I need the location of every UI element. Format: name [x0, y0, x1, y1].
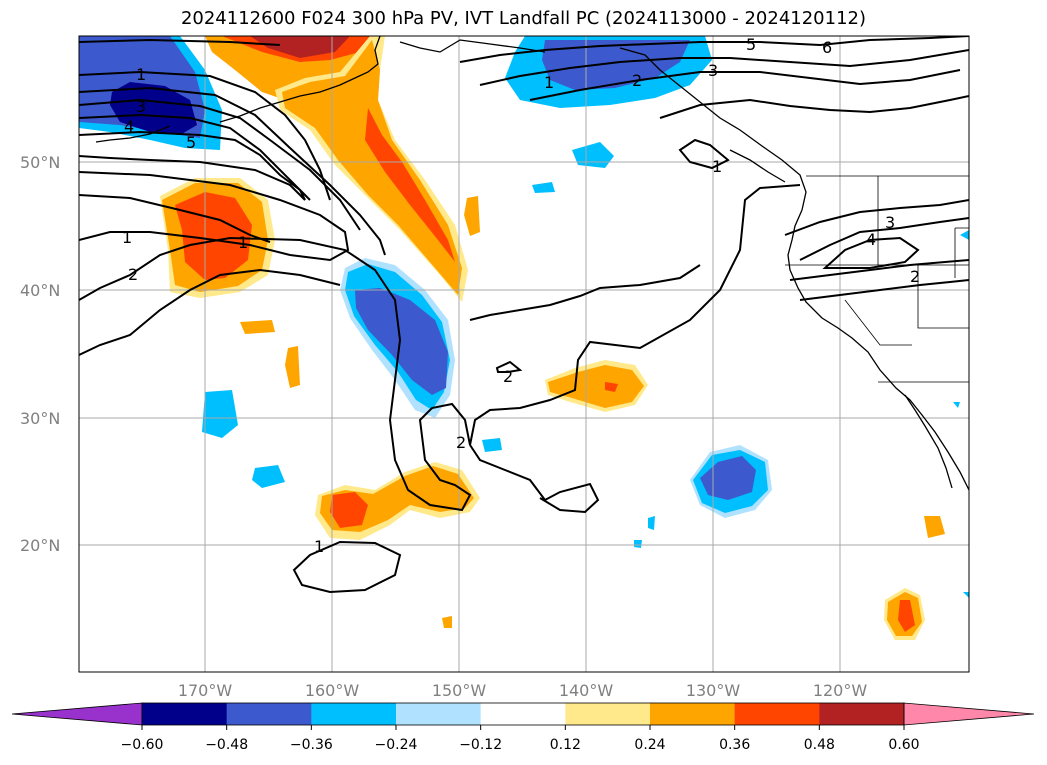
contour-label-4-northwest: 4 — [124, 117, 134, 136]
colorbar-tick-label: 0.12 — [550, 737, 581, 753]
colorbar-segment — [819, 703, 905, 725]
contour-label-3-northwest: 3 — [136, 97, 146, 116]
contour-label-1-gulf: 1 — [544, 73, 554, 92]
contour-label-2-east: 2 — [910, 267, 920, 286]
colorbar: −0.60 −0.48 −0.36 −0.24 −0.12 0.12 0.24 0.36 0.4… — [11, 702, 1035, 753]
colorbar-segment — [311, 703, 397, 725]
ivt-contours — [79, 36, 969, 594]
contour-label-2-center: 2 — [503, 367, 513, 386]
graticule — [79, 36, 969, 672]
colorbar-tick-label: 0.48 — [804, 737, 835, 753]
colorbar-tick-label: −0.24 — [375, 737, 418, 753]
lon-label-160w: 160°W — [305, 681, 360, 700]
lon-label-150w: 150°W — [432, 681, 487, 700]
contour-label-1-south: 1 — [314, 537, 324, 556]
contour-labels: 1 3 4 5 1 1 2 1 2 3 5 6 1 3 4 2 2 2 1 — [122, 35, 920, 556]
lat-label-30n: 30°N — [20, 409, 60, 428]
colorbar-segment — [565, 703, 651, 725]
coastlines — [95, 36, 969, 491]
colorbar-tick-label: −0.60 — [121, 737, 164, 753]
contour-label-6-north: 6 — [822, 38, 832, 57]
contour-label-5-northwest: 5 — [186, 133, 196, 152]
colorbar-segment — [226, 703, 312, 725]
map-border — [78, 35, 970, 673]
contour-label-2-south: 2 — [456, 433, 466, 452]
longitude-labels: 170°W 160°W 150°W 140°W 130°W 120°W — [178, 681, 868, 700]
political-borders — [785, 175, 969, 383]
contour-label-3-north: 3 — [708, 61, 718, 80]
colorbar-tick-label: 0.24 — [634, 737, 665, 753]
lat-label-20n: 20°N — [20, 536, 60, 555]
contour-label-1-west: 1 — [122, 228, 132, 247]
contour-label-1-center-west: 1 — [238, 233, 248, 252]
colorbar-tick-label: 0.36 — [719, 737, 750, 753]
colorbar-extension-low — [11, 702, 143, 726]
lat-label-50n: 50°N — [20, 153, 60, 172]
colorbar-frame — [141, 702, 905, 726]
contour-label-2-gulf: 2 — [632, 71, 642, 90]
lon-label-140w: 140°W — [559, 681, 614, 700]
colorbar-tick-label: 0.60 — [888, 737, 919, 753]
colorbar-tick-label: −0.36 — [290, 737, 333, 753]
colorbar-segment — [142, 703, 228, 725]
contour-label-3-east: 3 — [885, 213, 895, 232]
colorbar-segment — [734, 703, 820, 725]
contour-label-1-northwest: 1 — [136, 65, 146, 84]
colorbar-segment — [480, 703, 566, 725]
pv-anomaly-shading — [79, 36, 969, 640]
map-title: 2024112600 F024 300 hPa PV, IVT Landfall… — [180, 8, 867, 29]
map-panel — [79, 36, 969, 672]
contour-label-2-west: 2 — [128, 265, 138, 284]
colorbar-segment — [650, 703, 736, 725]
lat-label-40n: 40°N — [20, 281, 60, 300]
latitude-labels: 50°N 40°N 30°N 20°N — [20, 153, 60, 555]
contour-label-1-coast: 1 — [712, 157, 722, 176]
lon-label-120w: 120°W — [813, 681, 868, 700]
colorbar-tick-label: −0.48 — [205, 737, 248, 753]
lon-label-130w: 130°W — [686, 681, 741, 700]
colorbar-extension-high — [903, 702, 1035, 726]
contour-label-4-east: 4 — [866, 230, 876, 249]
lon-label-170w: 170°W — [178, 681, 233, 700]
contour-label-5-north: 5 — [746, 35, 756, 54]
colorbar-tick-label: −0.12 — [459, 737, 502, 753]
colorbar-segment — [396, 703, 482, 725]
